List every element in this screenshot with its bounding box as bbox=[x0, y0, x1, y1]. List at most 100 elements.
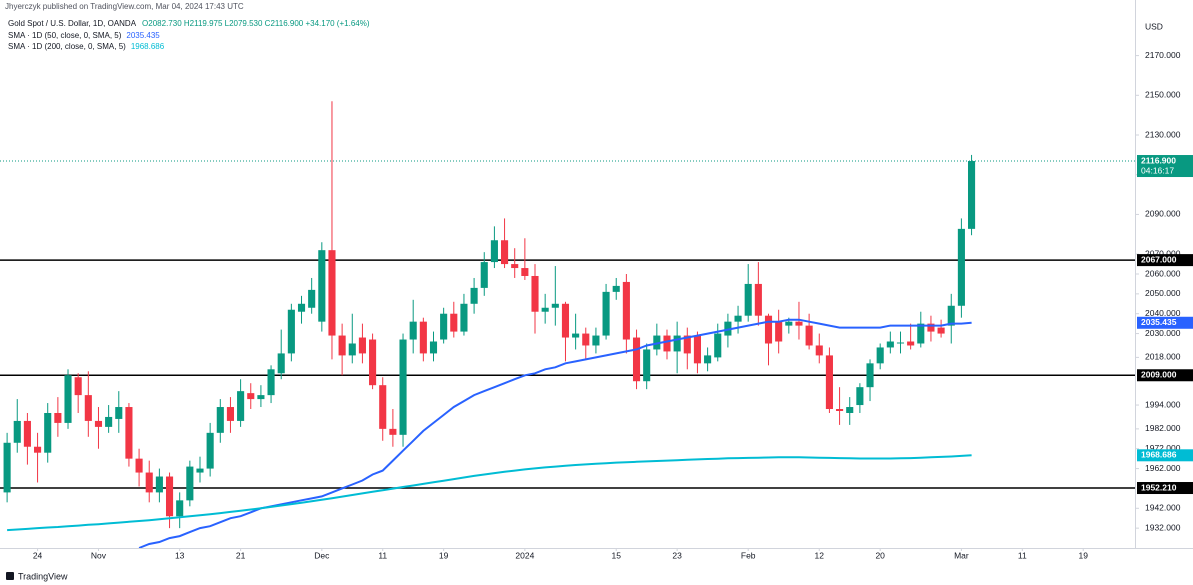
x-tick-label: 21 bbox=[236, 550, 246, 560]
candle-body bbox=[967, 161, 976, 229]
candle-body bbox=[318, 250, 326, 322]
candle-body bbox=[775, 321, 783, 342]
level-box bbox=[1137, 254, 1193, 267]
candle-body bbox=[917, 323, 925, 344]
candle-body bbox=[907, 341, 915, 346]
last-price-box bbox=[1137, 155, 1193, 178]
y-tick-label: 2070.000 bbox=[1145, 248, 1181, 258]
x-tick-label: Dec bbox=[314, 550, 330, 560]
candle-body bbox=[825, 355, 833, 410]
candle-body bbox=[257, 395, 265, 400]
candle-body bbox=[389, 428, 397, 435]
y-tick-label: 1982.000 bbox=[1145, 423, 1181, 433]
candle-body bbox=[764, 315, 773, 344]
x-tick-label: Mar bbox=[954, 550, 969, 560]
candle-body bbox=[957, 228, 965, 306]
x-tick-label: 20 bbox=[875, 550, 885, 560]
candle-body bbox=[125, 407, 133, 459]
candle-body bbox=[3, 442, 11, 493]
y-tick-label: 1932.000 bbox=[1145, 522, 1181, 532]
x-tick-label: 12 bbox=[815, 550, 825, 560]
candle-body bbox=[328, 250, 336, 336]
candle-body bbox=[693, 335, 701, 364]
x-tick-label: 13 bbox=[175, 550, 185, 560]
candle-body bbox=[643, 349, 651, 382]
candle-body bbox=[754, 283, 762, 316]
candle-body bbox=[714, 333, 722, 358]
logo-text: TradingView bbox=[18, 571, 68, 581]
x-tick-label: 19 bbox=[1078, 550, 1088, 560]
ohlc-readout: O2082.730 H2119.975 L2079.530 C2116.900 … bbox=[142, 19, 370, 28]
x-tick-label: 23 bbox=[672, 550, 682, 560]
level-box bbox=[1137, 482, 1193, 495]
candle-body bbox=[429, 341, 438, 354]
candle-body bbox=[734, 315, 742, 322]
logo-icon bbox=[6, 572, 14, 580]
level-label: 1952.210 bbox=[1141, 482, 1177, 492]
candle-body bbox=[358, 337, 366, 354]
candle-body bbox=[632, 337, 641, 382]
sma-box bbox=[1137, 316, 1193, 329]
candle-body bbox=[237, 391, 245, 421]
candle-body bbox=[896, 342, 905, 344]
candle-body bbox=[399, 339, 407, 435]
currency-label: USD bbox=[1145, 21, 1163, 31]
candle-body bbox=[612, 285, 620, 292]
y-tick-label: 2150.000 bbox=[1145, 90, 1181, 100]
logo: TradingView bbox=[6, 571, 68, 581]
candle-body bbox=[521, 268, 529, 276]
candle-body bbox=[287, 309, 295, 354]
candle-body bbox=[135, 458, 143, 473]
candle-body bbox=[836, 409, 844, 411]
candle-body bbox=[886, 341, 894, 348]
x-tick-label: 11 bbox=[1018, 550, 1027, 560]
legend-name: SMA · 1D (50, close, 0, SMA, 5) bbox=[8, 31, 122, 40]
plot-area bbox=[0, 101, 1135, 549]
candle-body bbox=[582, 333, 590, 346]
legend-value: 2035.435 bbox=[126, 31, 160, 40]
candle-body bbox=[795, 321, 803, 326]
x-tick-label: 2024 bbox=[515, 550, 534, 560]
candle-body bbox=[541, 307, 549, 312]
sma-line bbox=[7, 454, 972, 532]
candle-body bbox=[196, 468, 204, 473]
y-tick-label: 2130.000 bbox=[1145, 129, 1181, 139]
candle-body bbox=[267, 369, 275, 396]
x-tick-label: Feb bbox=[741, 550, 756, 560]
candle-body bbox=[369, 339, 377, 386]
y-tick-label: 2060.000 bbox=[1145, 268, 1181, 278]
legend-name: SMA · 1D (200, close, 0, SMA, 5) bbox=[8, 42, 126, 51]
candle-body bbox=[622, 281, 630, 340]
candle-body bbox=[856, 387, 864, 406]
candle-body bbox=[704, 355, 712, 364]
candle-body bbox=[876, 347, 884, 364]
y-tick-label: 1994.000 bbox=[1145, 399, 1181, 409]
candle-body bbox=[460, 303, 468, 332]
candle-body bbox=[846, 407, 854, 413]
publish-note: Jhyerczyk published on TradingView.com, … bbox=[5, 2, 244, 11]
candle-body bbox=[13, 420, 21, 443]
sma-label: 2035.435 bbox=[1141, 317, 1177, 327]
candle-body bbox=[947, 305, 955, 326]
candle-body bbox=[409, 321, 417, 340]
candle-body bbox=[785, 321, 793, 326]
candle-body bbox=[683, 335, 691, 354]
candle-body bbox=[663, 335, 671, 352]
level-label: 2067.000 bbox=[1141, 254, 1177, 264]
candle-body bbox=[216, 407, 224, 433]
candle-body bbox=[23, 420, 31, 447]
candle-body bbox=[531, 275, 539, 312]
candle-body bbox=[74, 377, 82, 396]
x-tick-label: 15 bbox=[611, 550, 621, 560]
candle-body bbox=[551, 303, 559, 308]
candle-body bbox=[561, 303, 570, 338]
candle-body bbox=[115, 407, 123, 419]
candle-body bbox=[247, 393, 255, 400]
candle-body bbox=[673, 335, 681, 352]
candle-body bbox=[815, 345, 823, 356]
y-tick-label: 2040.000 bbox=[1145, 308, 1181, 318]
candle-body bbox=[470, 287, 478, 304]
candle-body bbox=[480, 262, 488, 288]
